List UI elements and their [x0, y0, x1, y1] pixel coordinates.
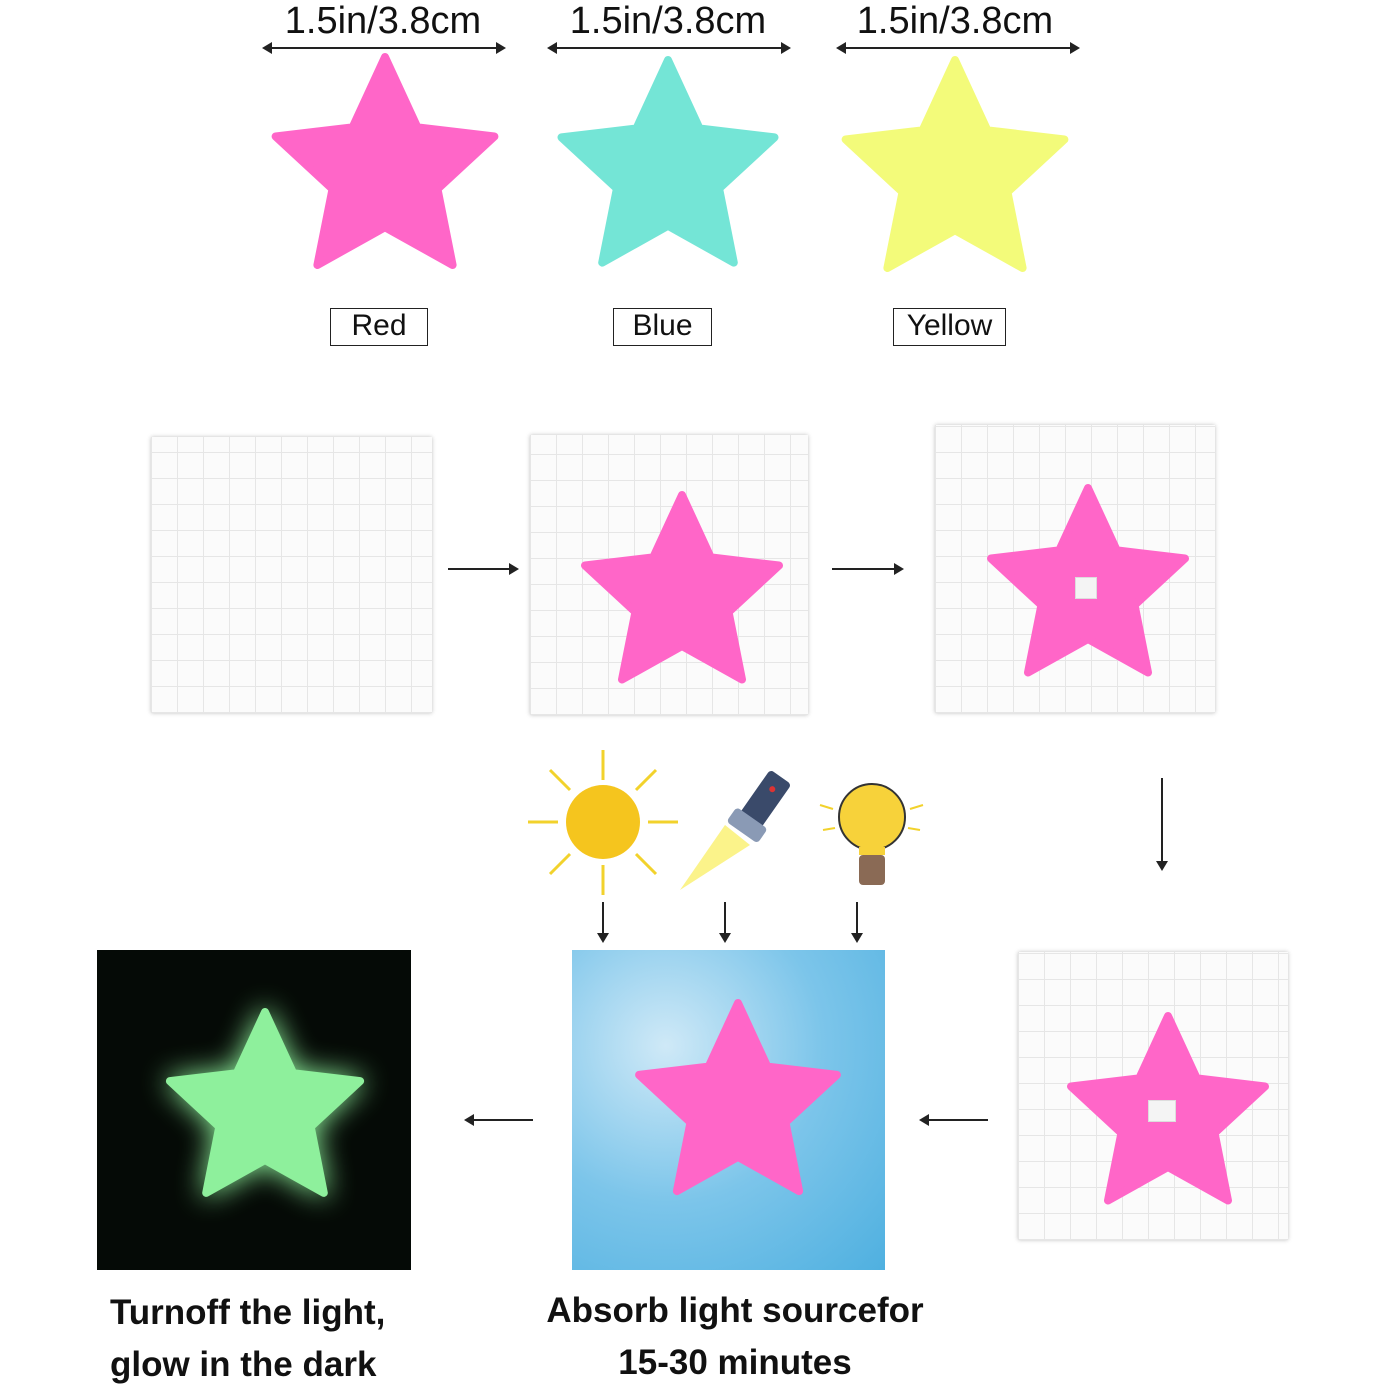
size-label-blue: 1.5in/3.8cm — [569, 0, 767, 42]
red-star — [635, 999, 841, 1196]
flashlight-icon — [680, 771, 790, 890]
caption-line: glow in the dark — [110, 1345, 377, 1384]
adhesive-sheet — [151, 437, 432, 713]
caption-line: 15-30 minutes — [618, 1343, 852, 1382]
size-label-yellow: 1.5in/3.8cm — [856, 0, 1054, 42]
color-label-red: Red — [330, 308, 428, 346]
light-arrow — [597, 902, 609, 943]
color-label-blue: Blue — [613, 308, 712, 346]
star-shape — [271, 53, 499, 269]
star-shape — [635, 999, 841, 1196]
color-label-yellow: Yellow — [893, 308, 1006, 346]
light-arrow — [851, 902, 863, 943]
light-arrow — [719, 902, 731, 943]
star-shape — [841, 56, 1069, 272]
sun-icon — [528, 750, 678, 895]
caption-line: Turnoff the light, — [110, 1293, 386, 1332]
star-shape — [557, 56, 779, 267]
dimension-arrow — [547, 42, 791, 54]
size-label-red: 1.5in/3.8cm — [284, 0, 482, 42]
caption-line: Absorb light sourcefor — [546, 1291, 924, 1330]
glowing-star — [165, 1008, 365, 1197]
step-arrow — [919, 1114, 988, 1126]
light-bulb-icon — [819, 783, 924, 885]
yellow-star — [841, 56, 1069, 272]
step-arrow — [464, 1114, 533, 1126]
star-shape — [165, 1008, 365, 1197]
red-star — [581, 491, 783, 684]
dimension-arrow — [836, 42, 1080, 54]
caption-absorb: Absorb light sourcefor 15-30 minutes — [500, 1285, 970, 1389]
star-shape — [581, 491, 783, 684]
step-arrow — [832, 563, 904, 575]
caption-dark: Turnoff the light, glow in the dark — [110, 1287, 385, 1391]
dimension-arrow — [262, 42, 506, 54]
blue-star — [557, 56, 779, 267]
adhesive-dot — [1148, 1100, 1176, 1122]
red-star — [271, 53, 499, 269]
adhesive-dot — [1075, 577, 1097, 599]
step-arrow — [448, 563, 519, 575]
step-arrow — [1156, 778, 1168, 871]
